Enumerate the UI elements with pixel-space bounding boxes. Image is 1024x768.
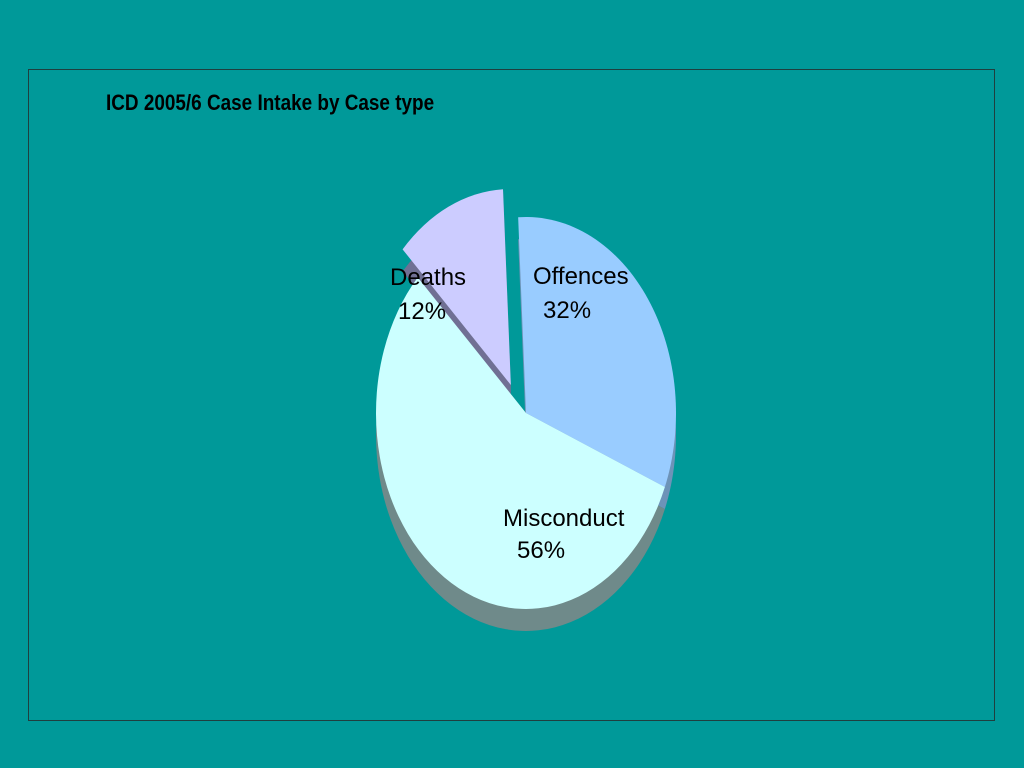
pie-label-group: Offences 32% Misconduct 56% Deaths 12% bbox=[390, 263, 629, 564]
pie-label-offences: Offences bbox=[533, 263, 629, 290]
pie-slice-misconduct bbox=[376, 277, 665, 609]
pie-label-deaths: Deaths bbox=[390, 264, 466, 291]
chart-frame bbox=[28, 69, 995, 721]
pie-value-misconduct: 56% bbox=[517, 537, 565, 564]
pie-slice-deaths bbox=[402, 189, 511, 385]
pie-slice-offences bbox=[518, 217, 677, 488]
chart-title: ICD 2005/6 Case Intake by Case type bbox=[106, 90, 435, 115]
pie-value-offences: 32% bbox=[543, 297, 591, 324]
pie-top-group bbox=[376, 189, 677, 609]
pie-label-misconduct: Misconduct bbox=[503, 505, 625, 532]
pie-value-deaths: 12% bbox=[398, 298, 446, 325]
